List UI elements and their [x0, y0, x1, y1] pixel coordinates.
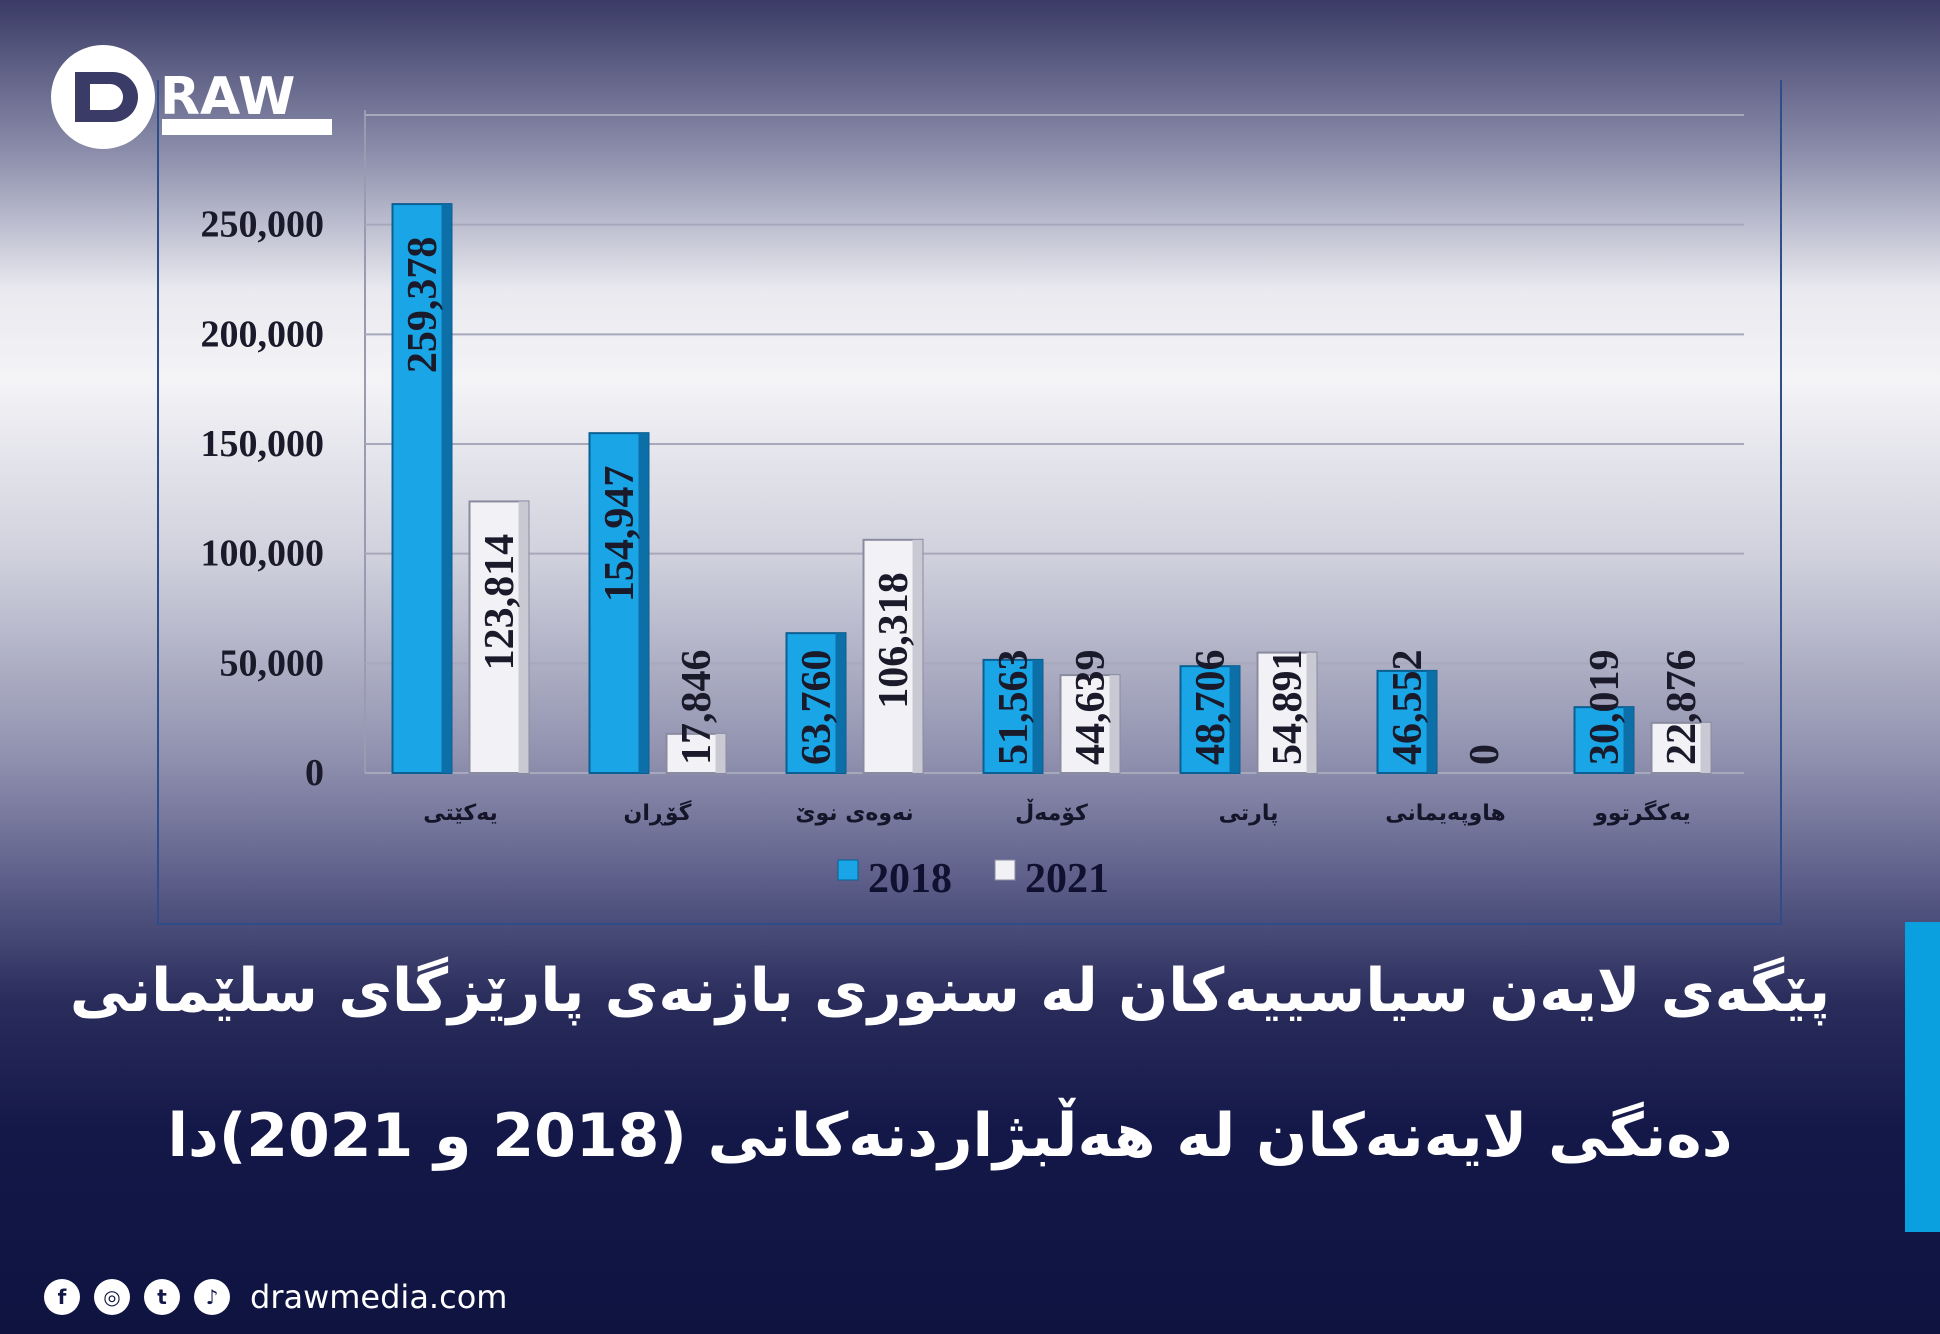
- y-tick-label: 150,000: [201, 423, 325, 465]
- bar-shade: [715, 733, 726, 773]
- data-label: 54,891: [1265, 650, 1311, 766]
- y-tick-label: 50,000: [220, 642, 325, 684]
- bar-shade: [1109, 675, 1120, 773]
- y-tick-label: 250,000: [201, 204, 325, 246]
- data-label: 17,846: [674, 650, 720, 766]
- legend-label-2021: 2021: [1025, 856, 1109, 902]
- data-label: 106,318: [871, 572, 917, 709]
- data-label: 44,639: [1068, 650, 1114, 766]
- category-label: یەکگرتوو: [1593, 799, 1691, 826]
- category-label: پارتی: [1219, 801, 1279, 826]
- bar-shade: [1623, 707, 1634, 773]
- bar-chart: 0 50,000 100,000 150,000 200,000 250,000 259,3…: [201, 110, 1744, 902]
- accent-bar: [1905, 922, 1940, 1232]
- legend-label-2018: 2018: [868, 856, 952, 902]
- bar-shade: [1229, 666, 1240, 773]
- data-label: 46,552: [1385, 650, 1431, 766]
- legend-swatch-2018: [837, 859, 859, 881]
- category-label: یەکێتی: [423, 801, 498, 826]
- data-label: 48,706: [1188, 650, 1234, 766]
- y-tick-label: 100,000: [201, 533, 325, 575]
- bar-shade: [912, 539, 923, 773]
- twitter-icon[interactable]: t: [144, 1279, 180, 1315]
- data-label: 63,760: [794, 650, 840, 766]
- bar-shade: [1426, 670, 1437, 773]
- chart-frame: [157, 80, 1782, 925]
- bar-shade: [1306, 652, 1317, 773]
- data-label: 123,814: [477, 534, 523, 671]
- bar-shade: [835, 633, 846, 773]
- bar-shade: [1032, 659, 1043, 773]
- y-tick-label: 0: [305, 752, 324, 794]
- data-label: 30,019: [1582, 650, 1628, 766]
- footer: f ◎ t ♪ drawmedia.com: [44, 1278, 507, 1316]
- data-label: 0: [1462, 744, 1508, 765]
- category-label: گۆڕان: [624, 799, 692, 826]
- data-label: 51,563: [991, 650, 1037, 766]
- bar-shade: [518, 501, 529, 773]
- bar-shade: [1700, 722, 1711, 773]
- draw-logo-icon: RAW: [51, 45, 332, 149]
- draw-logo: RAW: [50, 42, 350, 156]
- data-label: 22,876: [1659, 650, 1705, 766]
- website-link[interactable]: drawmedia.com: [250, 1278, 508, 1316]
- category-label: کۆمەڵ: [1015, 798, 1088, 826]
- instagram-icon[interactable]: ◎: [94, 1279, 130, 1315]
- bar-shade: [638, 433, 649, 773]
- y-tick-label: 200,000: [201, 313, 325, 355]
- data-label: 154,947: [597, 466, 643, 603]
- title-line-2: دەنگی لایەنەکان لە هەڵبژاردنەکانی (2018 …: [167, 1101, 1733, 1171]
- data-label: 259,378: [400, 237, 446, 374]
- svg-text:RAW: RAW: [160, 67, 295, 127]
- legend-swatch-2021: [994, 859, 1016, 881]
- category-label: نەوەی نوێ: [795, 801, 913, 826]
- facebook-icon[interactable]: f: [44, 1279, 80, 1315]
- bar-shade: [441, 204, 452, 773]
- title-line-1: پێگەی لایەن سیاسییەکان لە سنوری بازنەی پ…: [69, 956, 1831, 1026]
- tiktok-icon[interactable]: ♪: [194, 1279, 230, 1315]
- category-label: هاوپەیمانی: [1385, 801, 1506, 826]
